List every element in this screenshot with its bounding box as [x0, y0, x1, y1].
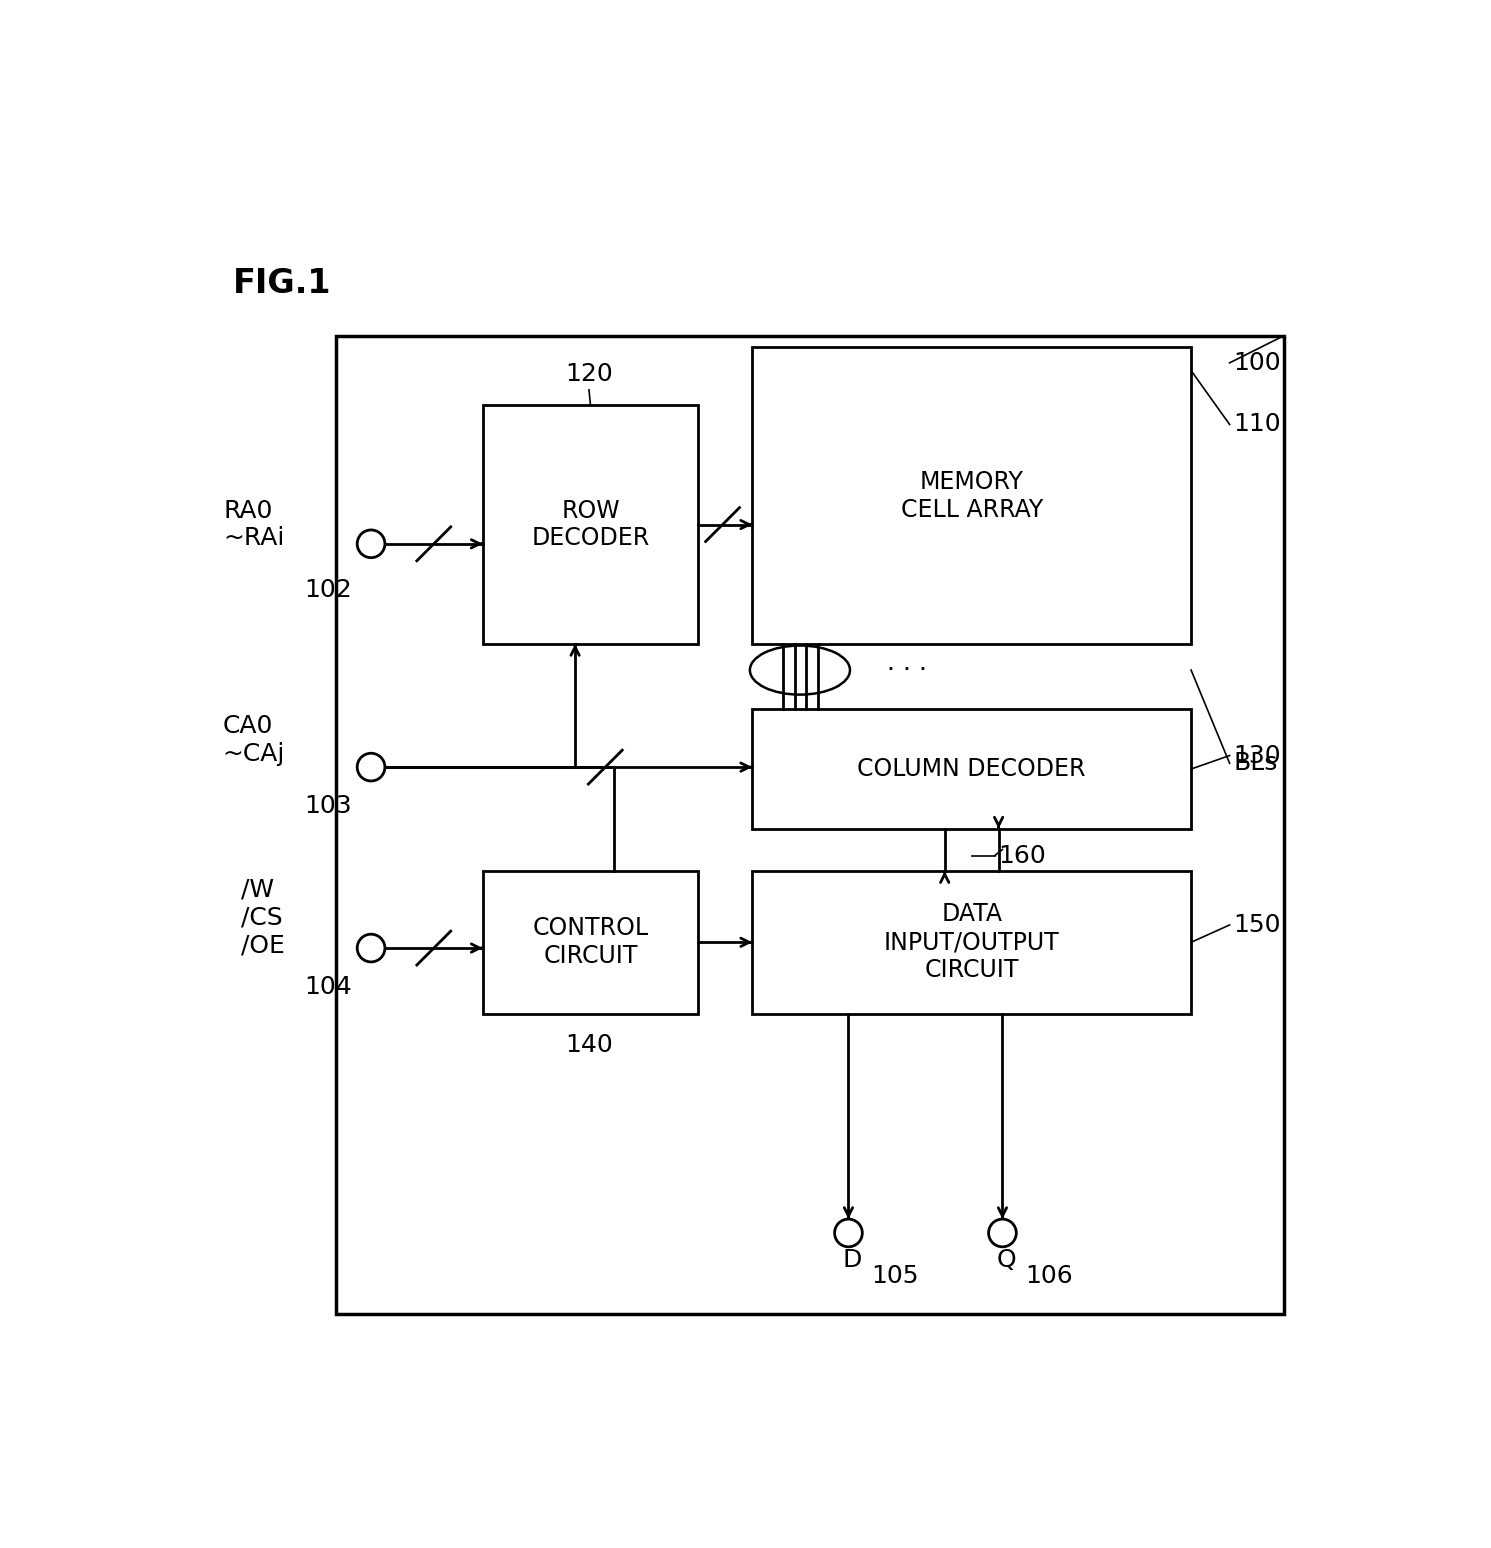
- Text: CA0
~CAj: CA0 ~CAj: [222, 714, 285, 766]
- Text: DATA
INPUT/OUTPUT
CIRCUIT: DATA INPUT/OUTPUT CIRCUIT: [884, 902, 1060, 981]
- Text: 103: 103: [304, 794, 352, 817]
- Text: 105: 105: [872, 1263, 918, 1288]
- Circle shape: [835, 1220, 862, 1246]
- Text: ROW
DECODER: ROW DECODER: [531, 498, 650, 551]
- Text: 110: 110: [1233, 412, 1281, 437]
- Text: /W
/CS
/OE: /W /CS /OE: [242, 878, 285, 957]
- Circle shape: [358, 933, 385, 961]
- Text: 100: 100: [1233, 351, 1281, 375]
- Text: 150: 150: [1233, 913, 1281, 937]
- Text: Q: Q: [996, 1248, 1015, 1272]
- Circle shape: [358, 754, 385, 782]
- Bar: [483, 872, 698, 1014]
- Text: COLUMN DECODER: COLUMN DECODER: [857, 757, 1085, 782]
- Circle shape: [989, 1220, 1017, 1246]
- Text: FIG.1: FIG.1: [233, 266, 331, 300]
- Text: CONTROL
CIRCUIT: CONTROL CIRCUIT: [532, 916, 649, 968]
- Text: 104: 104: [304, 975, 352, 998]
- Text: MEMORY
CELL ARRAY: MEMORY CELL ARRAY: [901, 469, 1042, 522]
- Bar: [751, 872, 1191, 1014]
- Text: BLs: BLs: [1233, 751, 1278, 776]
- Circle shape: [358, 529, 385, 557]
- Bar: [751, 347, 1191, 644]
- Bar: [337, 336, 1284, 1314]
- Bar: [751, 709, 1191, 828]
- Text: 106: 106: [1026, 1263, 1074, 1288]
- Text: D: D: [842, 1248, 862, 1272]
- Text: 102: 102: [304, 579, 352, 602]
- Ellipse shape: [750, 646, 850, 695]
- Text: · · ·: · · ·: [887, 658, 927, 683]
- Text: RA0
~RAi: RA0 ~RAi: [224, 498, 285, 551]
- Text: 160: 160: [999, 844, 1047, 868]
- Text: 120: 120: [565, 362, 613, 385]
- Text: 140: 140: [565, 1033, 613, 1057]
- Text: 130: 130: [1233, 743, 1281, 768]
- Bar: [483, 406, 698, 644]
